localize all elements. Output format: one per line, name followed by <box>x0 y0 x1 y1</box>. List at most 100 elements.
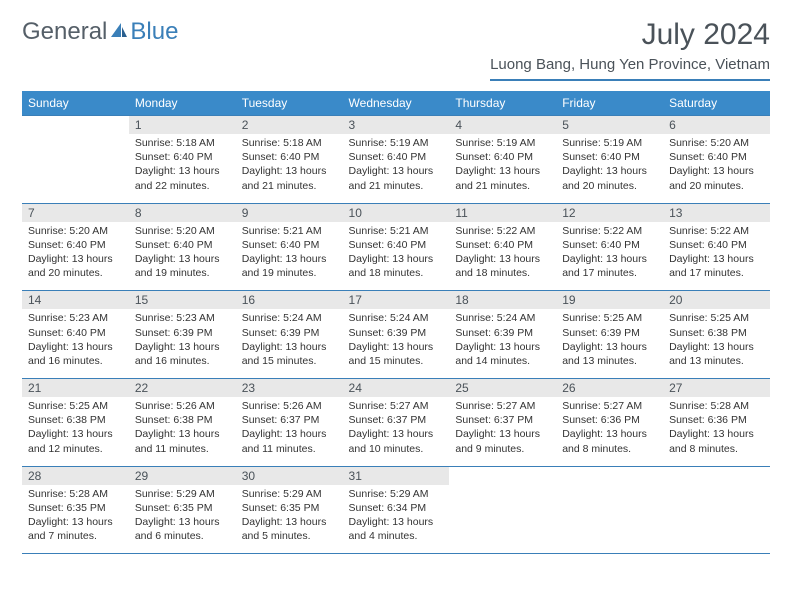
daylight-line: Daylight: 13 hours and 15 minutes. <box>242 340 337 368</box>
title-block: July 2024 Luong Bang, Hung Yen Province,… <box>490 18 770 81</box>
daylight-line: Daylight: 13 hours and 20 minutes. <box>562 164 657 192</box>
day-body-cell: Sunrise: 5:20 AMSunset: 6:40 PMDaylight:… <box>129 222 236 291</box>
day-number-cell: 13 <box>663 203 770 222</box>
logo: General Blue <box>22 18 178 46</box>
sunset-line: Sunset: 6:37 PM <box>242 413 337 427</box>
sunrise-line: Sunrise: 5:23 AM <box>28 311 123 325</box>
day-number-cell: 17 <box>343 291 450 310</box>
day-number-cell: 30 <box>236 466 343 485</box>
weekday-header-row: Sunday Monday Tuesday Wednesday Thursday… <box>22 91 770 116</box>
day-body-cell: Sunrise: 5:18 AMSunset: 6:40 PMDaylight:… <box>236 134 343 203</box>
day-number-cell: 19 <box>556 291 663 310</box>
sunset-line: Sunset: 6:39 PM <box>562 326 657 340</box>
day-body-cell: Sunrise: 5:24 AMSunset: 6:39 PMDaylight:… <box>449 309 556 378</box>
day-body-cell: Sunrise: 5:18 AMSunset: 6:40 PMDaylight:… <box>129 134 236 203</box>
sunset-line: Sunset: 6:39 PM <box>242 326 337 340</box>
weekday-tue: Tuesday <box>236 91 343 116</box>
day-body-cell: Sunrise: 5:27 AMSunset: 6:37 PMDaylight:… <box>449 397 556 466</box>
day-number-cell <box>449 466 556 485</box>
weekday-mon: Monday <box>129 91 236 116</box>
day-body-cell: Sunrise: 5:23 AMSunset: 6:40 PMDaylight:… <box>22 309 129 378</box>
day-body-cell: Sunrise: 5:24 AMSunset: 6:39 PMDaylight:… <box>236 309 343 378</box>
daylight-line: Daylight: 13 hours and 13 minutes. <box>669 340 764 368</box>
day-number-cell <box>663 466 770 485</box>
sunrise-line: Sunrise: 5:21 AM <box>242 224 337 238</box>
day-number-cell: 6 <box>663 116 770 135</box>
day-body-cell: Sunrise: 5:27 AMSunset: 6:36 PMDaylight:… <box>556 397 663 466</box>
sunrise-line: Sunrise: 5:29 AM <box>242 487 337 501</box>
day-body-cell: Sunrise: 5:19 AMSunset: 6:40 PMDaylight:… <box>449 134 556 203</box>
daylight-line: Daylight: 13 hours and 4 minutes. <box>349 515 444 543</box>
weekday-thu: Thursday <box>449 91 556 116</box>
sunset-line: Sunset: 6:38 PM <box>135 413 230 427</box>
day-body-cell: Sunrise: 5:23 AMSunset: 6:39 PMDaylight:… <box>129 309 236 378</box>
daylight-line: Daylight: 13 hours and 12 minutes. <box>28 427 123 455</box>
day-body-cell: Sunrise: 5:25 AMSunset: 6:38 PMDaylight:… <box>663 309 770 378</box>
day-number-cell: 29 <box>129 466 236 485</box>
daylight-line: Daylight: 13 hours and 20 minutes. <box>28 252 123 280</box>
day-number-cell: 5 <box>556 116 663 135</box>
weekday-wed: Wednesday <box>343 91 450 116</box>
daynum-row: 123456 <box>22 116 770 135</box>
sunrise-line: Sunrise: 5:24 AM <box>349 311 444 325</box>
day-number-cell: 20 <box>663 291 770 310</box>
day-body-cell: Sunrise: 5:20 AMSunset: 6:40 PMDaylight:… <box>22 222 129 291</box>
weekday-sun: Sunday <box>22 91 129 116</box>
day-number-cell: 21 <box>22 379 129 398</box>
sunset-line: Sunset: 6:35 PM <box>242 501 337 515</box>
sunset-line: Sunset: 6:40 PM <box>349 150 444 164</box>
day-body-cell: Sunrise: 5:22 AMSunset: 6:40 PMDaylight:… <box>449 222 556 291</box>
sunset-line: Sunset: 6:39 PM <box>455 326 550 340</box>
sunrise-line: Sunrise: 5:26 AM <box>242 399 337 413</box>
header: General Blue July 2024 Luong Bang, Hung … <box>22 18 770 81</box>
day-body-cell: Sunrise: 5:19 AMSunset: 6:40 PMDaylight:… <box>556 134 663 203</box>
sunset-line: Sunset: 6:39 PM <box>349 326 444 340</box>
day-number-cell: 2 <box>236 116 343 135</box>
day-body-cell <box>22 134 129 203</box>
sunrise-line: Sunrise: 5:19 AM <box>562 136 657 150</box>
day-body-cell <box>556 485 663 554</box>
day-number-cell: 4 <box>449 116 556 135</box>
sunrise-line: Sunrise: 5:25 AM <box>28 399 123 413</box>
day-body-cell: Sunrise: 5:28 AMSunset: 6:36 PMDaylight:… <box>663 397 770 466</box>
sunset-line: Sunset: 6:36 PM <box>669 413 764 427</box>
weekday-sat: Saturday <box>663 91 770 116</box>
daylight-line: Daylight: 13 hours and 18 minutes. <box>455 252 550 280</box>
daylight-line: Daylight: 13 hours and 11 minutes. <box>242 427 337 455</box>
sunset-line: Sunset: 6:35 PM <box>28 501 123 515</box>
day-body-cell <box>449 485 556 554</box>
daylight-line: Daylight: 13 hours and 21 minutes. <box>349 164 444 192</box>
day-number-cell: 3 <box>343 116 450 135</box>
daylight-line: Daylight: 13 hours and 11 minutes. <box>135 427 230 455</box>
sunset-line: Sunset: 6:40 PM <box>28 326 123 340</box>
sunset-line: Sunset: 6:40 PM <box>242 238 337 252</box>
day-body-cell: Sunrise: 5:29 AMSunset: 6:34 PMDaylight:… <box>343 485 450 554</box>
logo-text1: General <box>22 18 107 46</box>
sunrise-line: Sunrise: 5:27 AM <box>455 399 550 413</box>
sunrise-line: Sunrise: 5:22 AM <box>455 224 550 238</box>
day-number-cell: 7 <box>22 203 129 222</box>
sunset-line: Sunset: 6:40 PM <box>135 150 230 164</box>
sunrise-line: Sunrise: 5:27 AM <box>562 399 657 413</box>
day-body-cell: Sunrise: 5:20 AMSunset: 6:40 PMDaylight:… <box>663 134 770 203</box>
sunset-line: Sunset: 6:40 PM <box>455 238 550 252</box>
day-body-cell: Sunrise: 5:29 AMSunset: 6:35 PMDaylight:… <box>236 485 343 554</box>
calendar-table: Sunday Monday Tuesday Wednesday Thursday… <box>22 91 770 554</box>
day-body-cell: Sunrise: 5:21 AMSunset: 6:40 PMDaylight:… <box>236 222 343 291</box>
day-number-cell: 24 <box>343 379 450 398</box>
day-body-cell: Sunrise: 5:21 AMSunset: 6:40 PMDaylight:… <box>343 222 450 291</box>
sunset-line: Sunset: 6:40 PM <box>562 238 657 252</box>
daylight-line: Daylight: 13 hours and 16 minutes. <box>28 340 123 368</box>
sunset-line: Sunset: 6:37 PM <box>455 413 550 427</box>
sunset-line: Sunset: 6:40 PM <box>135 238 230 252</box>
day-number-cell: 26 <box>556 379 663 398</box>
logo-text2: Blue <box>130 18 178 46</box>
sunrise-line: Sunrise: 5:28 AM <box>669 399 764 413</box>
sunset-line: Sunset: 6:38 PM <box>28 413 123 427</box>
daynum-row: 14151617181920 <box>22 291 770 310</box>
daybody-row: Sunrise: 5:25 AMSunset: 6:38 PMDaylight:… <box>22 397 770 466</box>
daylight-line: Daylight: 13 hours and 8 minutes. <box>562 427 657 455</box>
day-number-cell: 31 <box>343 466 450 485</box>
day-number-cell: 25 <box>449 379 556 398</box>
daylight-line: Daylight: 13 hours and 19 minutes. <box>242 252 337 280</box>
